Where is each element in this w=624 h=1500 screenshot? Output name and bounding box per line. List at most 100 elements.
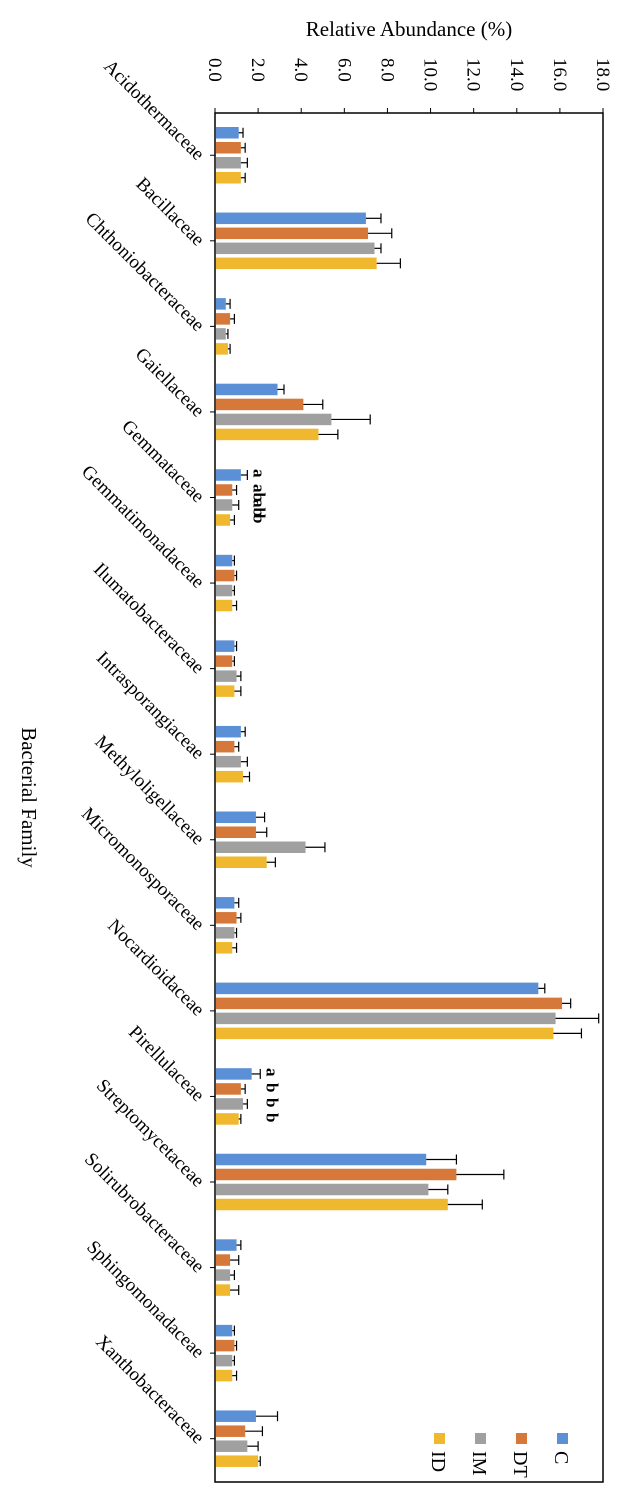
significance-letter: b [249,514,268,523]
bar-C [216,298,226,310]
bar-IM [216,670,237,682]
bar-C [216,982,539,995]
category-axis-title: Bacterial Family [17,727,41,868]
bar-DT [216,740,235,753]
bar-DT [216,313,231,325]
value-axis-ticks: 0.0 2.0 4.0 6.0 8.0 10.0 12.0 14.0 16.0 18.0 [204,58,613,113]
bar-IM [216,927,235,939]
bar-C [216,127,239,139]
bar-C [216,1068,252,1080]
category-label: Pirellulaceae [124,1022,208,1106]
bar-ID [216,599,233,612]
bar-DT [216,826,256,838]
bar-IM [216,1269,231,1281]
significance-letter: ab [249,499,268,517]
category-label: Acidothermaceae [99,56,208,165]
bar-IM [216,1440,248,1452]
tick-label: 18.0 [592,58,613,91]
tick-label: 16.0 [549,58,570,91]
bar-C [216,1239,237,1251]
significance-letter: a [262,1068,281,1077]
bar-ID [216,1455,259,1467]
tick-label: 12.0 [463,58,484,91]
bar-C [216,469,241,481]
bar-IM [216,328,226,340]
category-label: Bacillaceae [132,174,209,251]
bar-C [216,725,241,738]
bar-ID [216,1027,554,1040]
category-axis-labels: AcidothermaceaeBacillaceaeChthoniobacter… [77,56,215,1448]
tick-label: 8.0 [376,58,397,82]
plot-area [214,112,604,1483]
bar-IM [216,157,241,169]
bar-DT [216,1339,235,1352]
bar-ID [216,1113,239,1125]
bar-ID [216,428,319,441]
bar-IM [216,499,233,511]
category-label: Gemmataceae [117,416,208,507]
significance-letter: b [262,1098,281,1107]
bar-C [216,640,235,652]
bar-C [216,897,235,909]
bar-DT [216,227,369,240]
bar-DT [216,997,563,1010]
bar-DT [216,912,237,924]
bar-C [216,554,233,567]
bar-C [216,383,278,396]
significance-letter: b [262,1083,281,1092]
bar-IM [216,1183,429,1196]
bar-ID [216,1198,448,1211]
bar-DT [216,1254,231,1266]
bar-C [216,1153,427,1166]
bar-IM [216,242,375,255]
bar-ID [216,685,235,697]
bar-DT [216,1083,241,1095]
bar-DT [216,484,233,496]
bar-ID [216,856,267,868]
significance-letter: ab [249,484,268,502]
data-bars [216,127,600,1467]
bar-ID [216,343,228,355]
significance-letter: b [262,1113,281,1122]
tick-label: 4.0 [290,58,311,82]
value-axis-title: Relative Abundance (%) [306,17,512,41]
tick-label: 14.0 [506,58,527,91]
bar-DT [216,1168,457,1181]
bar-DT [216,1425,246,1437]
bar-IM [216,584,233,597]
bar-IM [216,755,241,768]
bar-IM [216,841,306,853]
significance-letter: a [249,469,268,478]
bar-ID [216,942,233,954]
bar-C [216,212,366,225]
bar-C [216,811,256,823]
bar-IM [216,1012,556,1025]
bar-C [216,1324,233,1337]
legend-swatch-ID [434,1433,445,1444]
category-label: Gaiellaceae [131,344,208,421]
tick-label: 10.0 [420,58,441,91]
bar-IM [216,1354,233,1367]
legend-label: IM [468,1451,490,1476]
bar-DT [216,398,304,411]
legend-label: C [550,1451,572,1464]
bar-ID [216,770,244,783]
legend-swatch-IM [475,1433,486,1444]
legend-label: ID [427,1451,449,1472]
bar-ID [216,172,241,184]
bar-DT [216,655,233,667]
bar-IM [216,413,332,426]
bar-ID [216,514,231,526]
bar-ID [216,1369,233,1382]
bar-C [216,1410,256,1422]
legend-swatch-C [557,1433,568,1444]
bar-ID [216,257,377,270]
tick-label: 2.0 [247,58,268,82]
legend-swatch-DT [516,1433,527,1444]
bar-ID [216,1284,231,1296]
bar-DT [216,142,241,154]
tick-label: 0.0 [204,58,225,82]
tick-label: 6.0 [333,58,354,82]
